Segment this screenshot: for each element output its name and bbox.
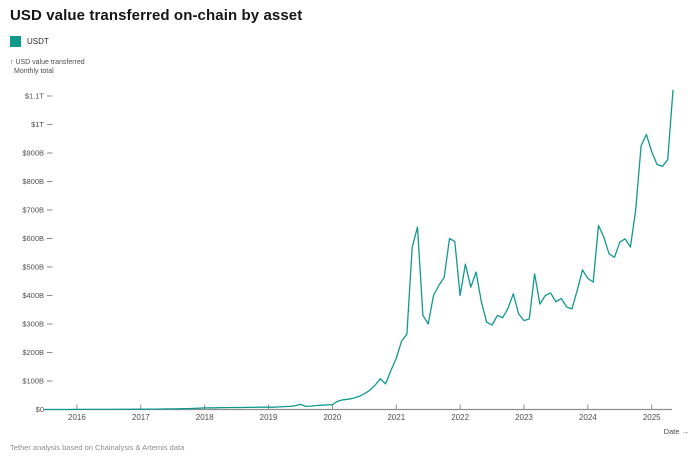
y-axis-caption-line1: ↑ USD value transferred bbox=[10, 59, 85, 66]
legend-label-usdt: USDT bbox=[27, 37, 49, 46]
chart-footer-note: Tether analysis based on Chainalysis & A… bbox=[10, 443, 185, 452]
y-tick-label: $200B bbox=[22, 348, 44, 357]
x-tick-label: 2020 bbox=[323, 413, 341, 422]
x-tick-label: 2023 bbox=[515, 413, 533, 422]
x-tick-label: 2025 bbox=[643, 413, 661, 422]
legend: USDT bbox=[10, 36, 49, 47]
x-tick-label: 2024 bbox=[579, 413, 597, 422]
legend-swatch-usdt bbox=[10, 36, 21, 47]
y-tick-label: $100B bbox=[22, 377, 44, 386]
usdt-line bbox=[44, 89, 674, 411]
y-tick-label: $900B bbox=[22, 149, 44, 158]
y-tick-label: $300B bbox=[22, 320, 44, 329]
y-tick-label: $600B bbox=[22, 234, 44, 243]
y-tick-label: $1T bbox=[31, 120, 44, 129]
y-tick-label: $400B bbox=[22, 291, 44, 300]
y-tick-label: $800B bbox=[22, 177, 44, 186]
x-tick-label: 2022 bbox=[451, 413, 469, 422]
y-tick-label: $1.1T bbox=[25, 92, 45, 101]
x-axis-title: Date → bbox=[663, 427, 689, 436]
x-tick-label: 2016 bbox=[68, 413, 86, 422]
y-tick-label: $500B bbox=[22, 263, 44, 272]
x-tick-label: 2019 bbox=[260, 413, 278, 422]
x-tick-label: 2018 bbox=[196, 413, 214, 422]
y-axis-caption: ↑ USD value transferred Monthly total bbox=[10, 58, 85, 76]
y-tick-label: $700B bbox=[22, 206, 44, 215]
y-tick-label: $0 bbox=[36, 405, 44, 414]
x-tick-label: 2017 bbox=[132, 413, 150, 422]
y-axis-caption-line2: Monthly total bbox=[14, 68, 54, 75]
x-tick-label: 2021 bbox=[387, 413, 405, 422]
chart-title: USD value transferred on-chain by asset bbox=[10, 7, 303, 24]
